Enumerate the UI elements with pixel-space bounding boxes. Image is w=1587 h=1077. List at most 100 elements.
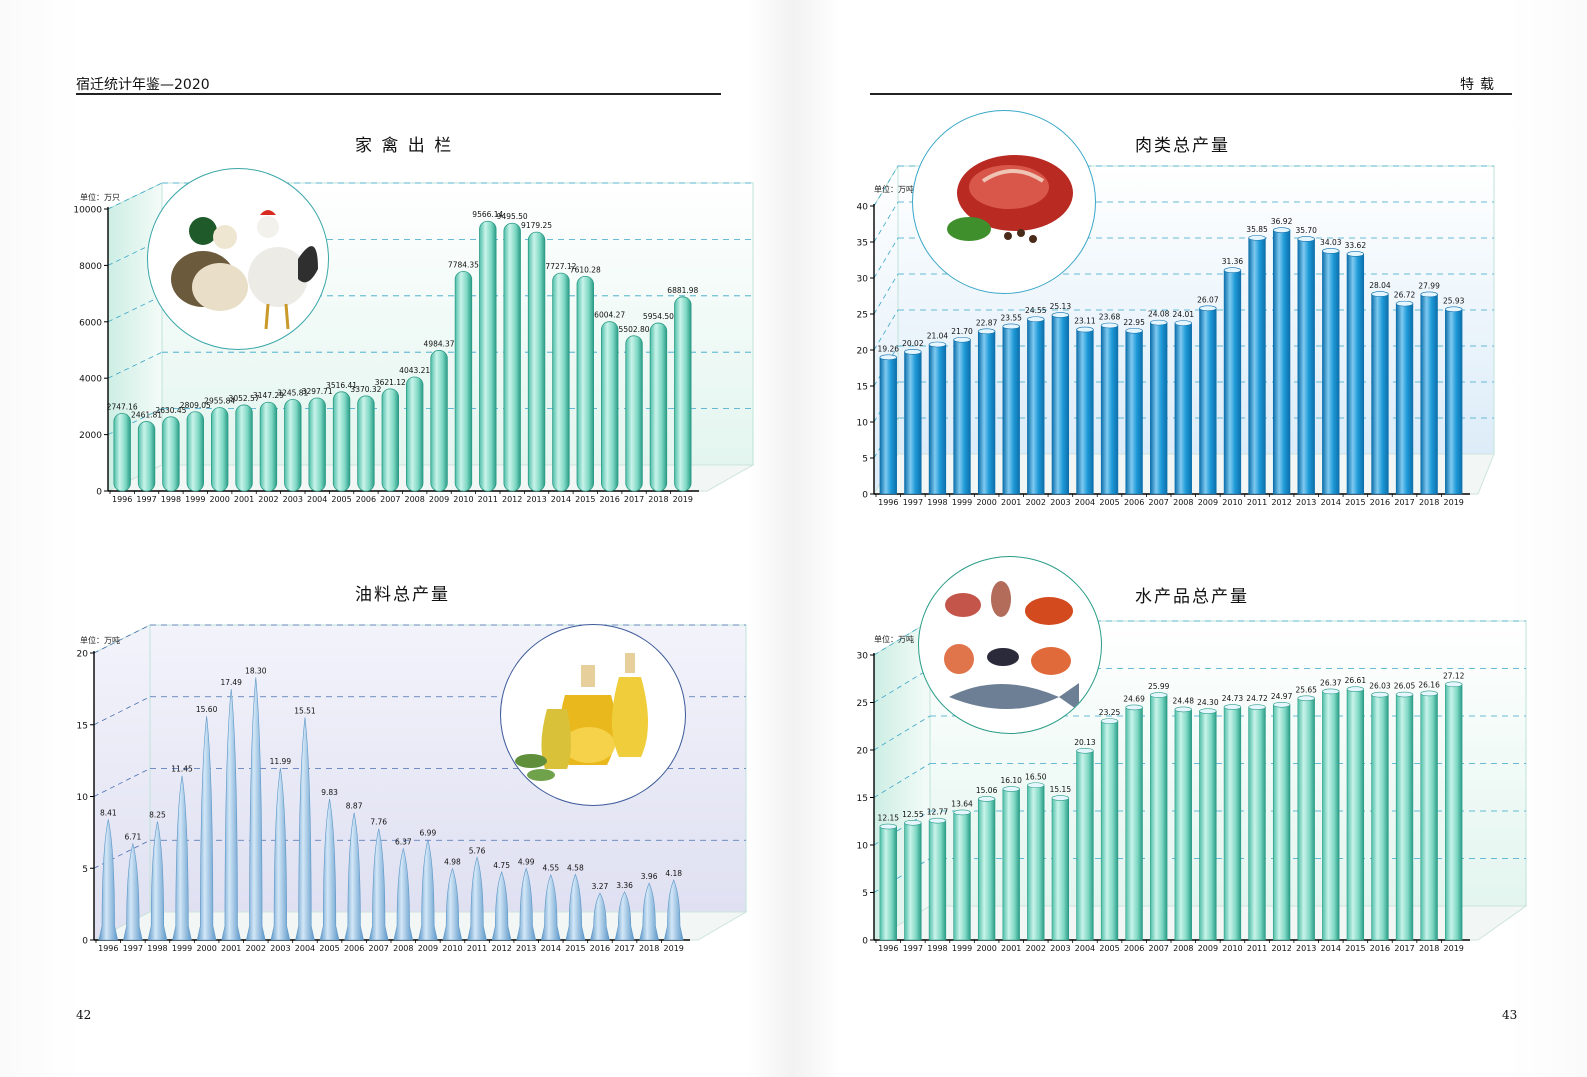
bar-aquatic <box>1445 684 1463 941</box>
data-label-aquatic: 24.48 <box>1173 696 1195 705</box>
bar-aquatic <box>953 812 971 941</box>
bar-aquatic <box>1002 788 1020 941</box>
bar-oil <box>221 688 241 941</box>
data-label-aquatic: 16.10 <box>1000 776 1022 785</box>
bar-poultry <box>454 271 473 492</box>
bar-aquatic <box>1199 710 1217 941</box>
y-tick-label-meat: 25 <box>857 311 868 321</box>
chart-title-poultry: 家 禽 出 栏 <box>355 136 454 156</box>
data-label-poultry: 9495.50 <box>497 212 528 221</box>
bar-aquatic <box>1125 707 1143 941</box>
data-label-aquatic: 27.12 <box>1443 671 1465 680</box>
bar-aquatic <box>1272 704 1291 941</box>
bar-poultry <box>332 391 351 492</box>
x-tick-label-aquatic: 2011 <box>1247 944 1267 953</box>
data-label-aquatic: 12.15 <box>878 814 900 823</box>
x-tick-label-meat: 2002 <box>1026 498 1046 507</box>
bar-aquatic <box>879 826 897 941</box>
x-tick-label-poultry: 2003 <box>283 495 303 504</box>
y-tick-label-oil: 20 <box>77 650 89 660</box>
bar-oil <box>123 842 143 941</box>
x-tick-label-aquatic: 2002 <box>1026 944 1046 953</box>
bar-oil <box>319 798 340 941</box>
data-label-oil: 6.99 <box>420 829 437 838</box>
data-label-meat: 25.93 <box>1443 296 1465 305</box>
data-label-aquatic: 12.77 <box>927 808 949 817</box>
data-label-meat: 27.99 <box>1418 281 1440 290</box>
data-label-oil: 15.51 <box>294 706 316 715</box>
x-tick-label-oil: 2004 <box>295 944 315 953</box>
data-label-meat: 22.87 <box>976 318 998 327</box>
x-tick-label-meat: 2003 <box>1050 498 1070 507</box>
bar-meat <box>1199 307 1217 495</box>
bar-meat <box>1100 325 1119 495</box>
bar-cap-aquatic <box>1272 701 1291 708</box>
x-tick-label-aquatic: 2010 <box>1222 944 1242 953</box>
chart-panel-poultry: 0 2000 4000 6000 8000 10000 2747.16 1996 2461.81… <box>73 182 755 504</box>
x-tick-label-oil: 2010 <box>442 944 462 953</box>
x-tick-label-poultry: 1997 <box>136 495 156 504</box>
bar-cap-aquatic <box>1322 688 1340 695</box>
x-tick-label-oil: 2013 <box>516 944 536 953</box>
bar-aquatic <box>1174 709 1192 941</box>
x-tick-label-aquatic: 2000 <box>976 944 996 953</box>
data-label-meat: 34.03 <box>1320 238 1342 247</box>
data-label-poultry: 3516.41 <box>326 381 357 390</box>
data-label-aquatic: 24.73 <box>1222 694 1244 703</box>
data-label-oil: 6.71 <box>125 833 142 842</box>
bar-cap-aquatic <box>977 796 996 802</box>
bar-aquatic <box>1100 720 1119 941</box>
page-number-right: 43 <box>1502 1008 1518 1022</box>
bar-cap-meat <box>1174 320 1192 326</box>
data-label-meat: 31.36 <box>1222 257 1244 266</box>
x-tick-label-aquatic: 1997 <box>903 944 923 953</box>
bar-poultry <box>625 335 643 492</box>
bar-oil <box>147 821 168 941</box>
data-label-aquatic: 15.15 <box>1050 785 1072 794</box>
x-tick-label-poultry: 2005 <box>331 495 351 504</box>
data-label-oil: 4.99 <box>518 857 535 866</box>
bar-cap-aquatic <box>1223 704 1242 710</box>
y-tick-label-aquatic: 30 <box>857 652 869 662</box>
x-tick-label-poultry: 2017 <box>624 495 644 504</box>
bar-oil <box>393 847 414 941</box>
y-tick-label-meat: 40 <box>857 203 869 213</box>
data-label-oil: 18.30 <box>245 666 267 675</box>
x-tick-label-aquatic: 2005 <box>1099 944 1119 953</box>
x-tick-label-meat: 2001 <box>1001 498 1021 507</box>
bar-poultry <box>186 411 204 492</box>
x-tick-label-meat: 2000 <box>976 498 996 507</box>
x-tick-label-oil: 2006 <box>344 944 364 953</box>
bar-cap-meat <box>1248 235 1266 241</box>
bar-oil <box>344 812 364 941</box>
x-tick-label-poultry: 2009 <box>429 495 449 504</box>
x-tick-label-oil: 2011 <box>467 944 487 953</box>
y-tick-label-aquatic: 10 <box>857 842 869 852</box>
bar-oil <box>246 677 266 941</box>
data-label-oil: 3.27 <box>592 882 609 891</box>
x-tick-label-meat: 2009 <box>1198 498 1218 507</box>
data-label-aquatic: 24.97 <box>1271 692 1293 701</box>
data-label-poultry: 4043.21 <box>399 366 430 375</box>
data-label-oil: 11.99 <box>270 757 292 766</box>
x-tick-label-oil: 1997 <box>123 944 143 953</box>
bar-meat <box>879 357 897 495</box>
data-label-meat: 26.07 <box>1197 295 1219 304</box>
bar-aquatic <box>1322 691 1340 941</box>
bar-aquatic <box>1223 706 1242 941</box>
gridline-side-poultry <box>107 182 163 210</box>
bar-cap-meat <box>1346 251 1365 257</box>
gridline-side-meat <box>873 273 899 315</box>
data-label-aquatic: 24.69 <box>1123 694 1145 703</box>
x-tick-label-oil: 2007 <box>369 944 389 953</box>
gridline-side-meat <box>873 345 899 387</box>
meat-photo-icon <box>912 110 1096 294</box>
data-label-oil: 15.60 <box>196 705 218 714</box>
x-tick-label-aquatic: 2009 <box>1198 944 1218 953</box>
bar-meat <box>1027 318 1045 495</box>
bar-cap-aquatic <box>953 809 971 816</box>
data-label-poultry: 3245.81 <box>277 388 308 397</box>
x-tick-label-poultry: 2016 <box>600 495 620 504</box>
bar-cap-meat <box>1100 322 1119 329</box>
data-label-poultry: 6004.27 <box>594 311 625 320</box>
